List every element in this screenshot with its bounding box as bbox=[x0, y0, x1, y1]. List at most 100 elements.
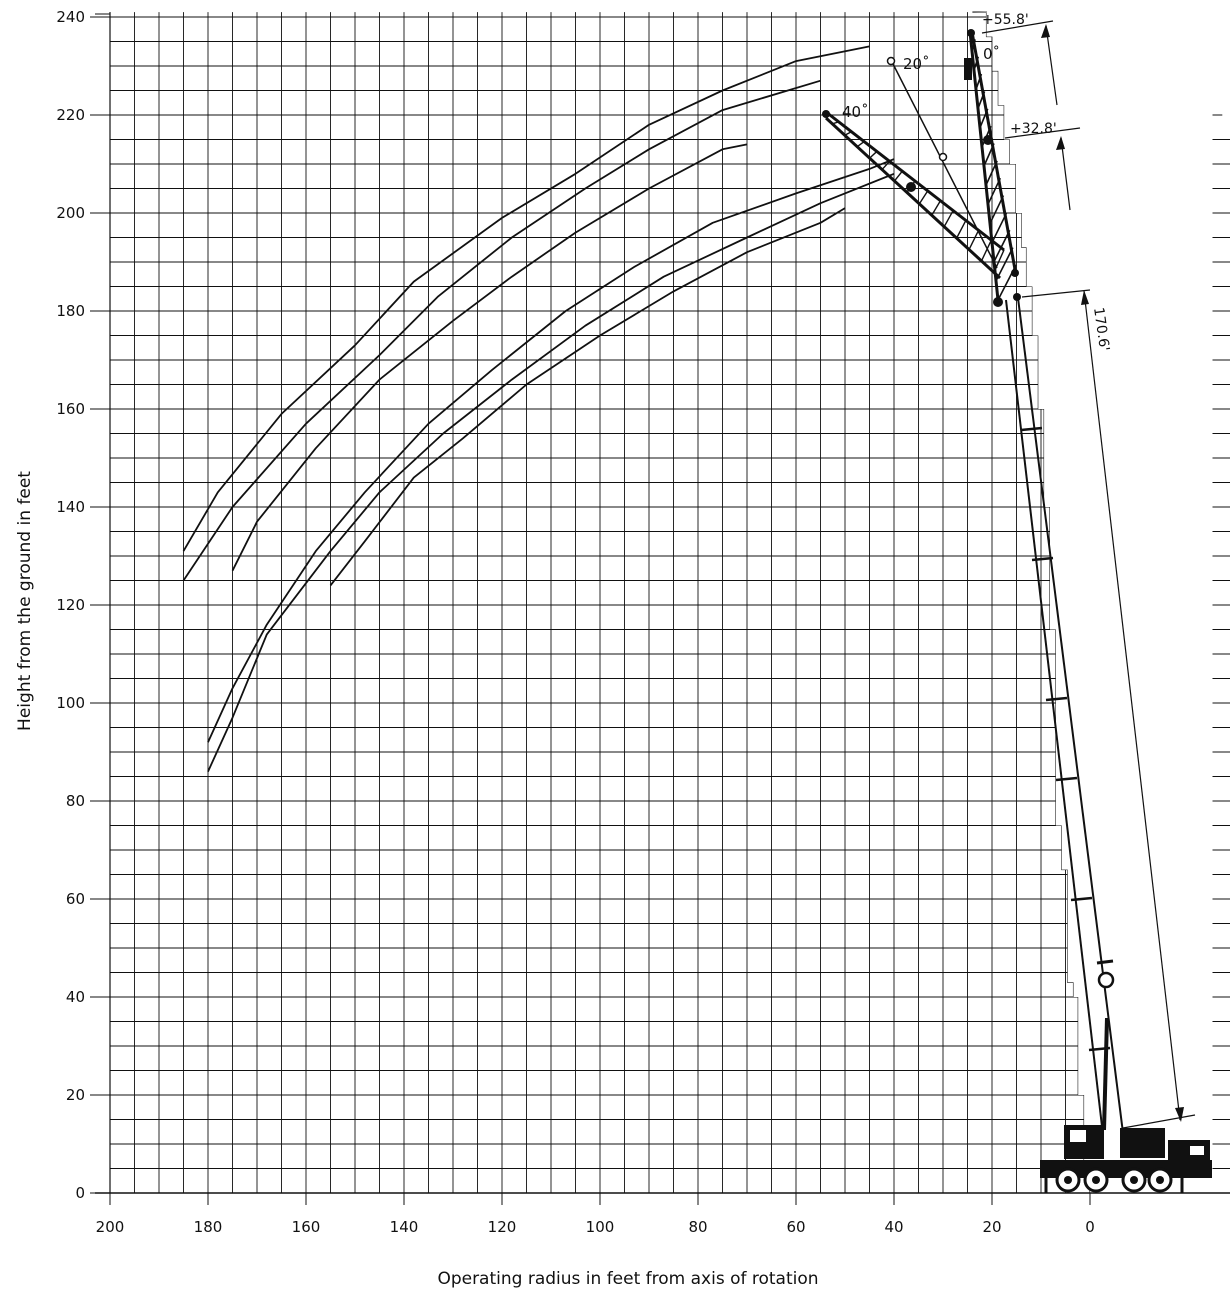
y-tick-label: 200 bbox=[56, 204, 85, 222]
jib-0-hook bbox=[964, 58, 972, 80]
y-tick-label: 40 bbox=[66, 988, 85, 1006]
jib-0-lacing bbox=[977, 91, 986, 109]
x-tick-label: 160 bbox=[292, 1218, 321, 1236]
jib-0-lacing bbox=[989, 195, 1005, 224]
jib-0-lacing bbox=[979, 108, 989, 129]
dim-arrow-170 bbox=[1083, 290, 1181, 1121]
x-tick-label: 100 bbox=[586, 1218, 615, 1236]
jib-40-lacing bbox=[956, 220, 967, 239]
y-tick-label: 120 bbox=[56, 596, 85, 614]
boom-section-joint bbox=[1045, 696, 1068, 702]
boom-section-joint bbox=[1055, 776, 1078, 782]
arrowhead bbox=[1081, 290, 1089, 305]
x-tick-label: 80 bbox=[688, 1218, 707, 1236]
jib-40-chord bbox=[824, 116, 1002, 280]
superstructure bbox=[1120, 1128, 1165, 1158]
dimension-label: 170.6' bbox=[1090, 306, 1112, 352]
series-layer bbox=[182, 45, 895, 772]
range-curve-4 bbox=[207, 158, 895, 743]
jib-40-tip bbox=[822, 110, 830, 118]
boom-section-joint bbox=[1031, 556, 1054, 562]
y-axis-title: Height from the ground in feet bbox=[15, 471, 35, 731]
labels: Operating radius in feet from axis of ro… bbox=[15, 12, 1112, 1289]
x-tick-label: 40 bbox=[884, 1218, 903, 1236]
arrowhead bbox=[1041, 24, 1050, 38]
jib-0-lacing bbox=[993, 229, 1011, 263]
main-boom-chord bbox=[1005, 299, 1104, 1136]
boom-section-joint bbox=[1020, 426, 1043, 432]
boom-head-pin bbox=[1011, 269, 1019, 277]
jib-0-lacing bbox=[991, 212, 1008, 243]
y-tick-label: 140 bbox=[56, 498, 85, 516]
y-tick-label: 100 bbox=[56, 694, 85, 712]
jib-0-chord bbox=[970, 31, 1018, 276]
jib-angle-label: 20˚ bbox=[903, 55, 930, 73]
jib-0-lacing bbox=[971, 39, 976, 52]
grid bbox=[95, 7, 1230, 1194]
y-tick-label: 220 bbox=[56, 106, 85, 124]
y-tick-label: 60 bbox=[66, 890, 85, 908]
jib-40-lacing bbox=[881, 160, 891, 171]
y-tick-label: 160 bbox=[56, 400, 85, 418]
dimension-label: +55.8' bbox=[982, 12, 1029, 28]
x-tick-label: 60 bbox=[786, 1218, 805, 1236]
dim-tick-32 bbox=[1004, 127, 1081, 139]
x-tick-label: 200 bbox=[96, 1218, 125, 1236]
jib-0-lacing bbox=[983, 143, 995, 167]
x-tick-label: 120 bbox=[488, 1218, 517, 1236]
envelope-mask bbox=[972, 7, 1213, 1194]
range-curve-3 bbox=[231, 143, 748, 572]
range-curve-2 bbox=[182, 79, 821, 581]
y-tick-label: 20 bbox=[66, 1086, 85, 1104]
dim-tick-170-top bbox=[1021, 289, 1091, 298]
arrowhead bbox=[1056, 136, 1065, 150]
jib-40-lacing bbox=[869, 150, 878, 159]
jib-angle-label: 0˚ bbox=[983, 45, 1000, 63]
jib-0-lacing bbox=[973, 56, 980, 71]
jib-40-lacing bbox=[918, 190, 929, 205]
jib-0-lacing bbox=[985, 160, 998, 186]
dim-arrow-55 bbox=[1045, 25, 1058, 106]
hook-block bbox=[1097, 971, 1115, 989]
wheel-hub bbox=[1130, 1176, 1138, 1184]
cab-window bbox=[1070, 1130, 1086, 1142]
jib-40-lacing bbox=[844, 131, 852, 136]
jib-0-tip bbox=[967, 29, 975, 37]
y-tick-label: 180 bbox=[56, 302, 85, 320]
jib-40-lacing bbox=[968, 229, 980, 250]
dim-tick-170-bottom bbox=[1122, 1114, 1196, 1129]
boom-head-pin bbox=[993, 297, 1003, 307]
dim-arrow-32 bbox=[1060, 137, 1071, 211]
x-axis-title: Operating radius in feet from axis of ro… bbox=[437, 1269, 818, 1289]
x-tick-label: 140 bbox=[390, 1218, 419, 1236]
jib-40-lacing bbox=[993, 249, 1005, 273]
jib-40-lacing bbox=[893, 170, 903, 182]
dimension-label: +32.8' bbox=[1010, 121, 1057, 137]
luffing-cylinder bbox=[1102, 1017, 1109, 1131]
jib-0-lacing bbox=[975, 73, 983, 90]
range-curve-6 bbox=[329, 207, 846, 586]
x-tick-label: 20 bbox=[982, 1218, 1001, 1236]
y-tick-label: 0 bbox=[75, 1184, 85, 1202]
jib-40-lacing bbox=[943, 210, 954, 228]
jib-40-lacing bbox=[931, 200, 942, 216]
jib-0-lacing bbox=[987, 177, 1002, 205]
jib-20-line bbox=[890, 59, 998, 269]
jib-40-lacing bbox=[832, 121, 839, 125]
range-curve-1 bbox=[182, 45, 870, 552]
wheel-hub bbox=[1156, 1176, 1164, 1184]
jib-40-lacing bbox=[856, 141, 865, 148]
crane-illustration bbox=[822, 20, 1212, 1193]
driver-cab-window bbox=[1190, 1146, 1204, 1155]
y-tick-label: 240 bbox=[56, 8, 85, 26]
jib-0-joint bbox=[983, 135, 993, 145]
x-tick-label: 180 bbox=[194, 1218, 223, 1236]
jib-20-tip bbox=[886, 56, 896, 66]
boom-head-pin bbox=[1013, 293, 1021, 301]
jib-20-joint bbox=[938, 152, 948, 162]
range-curve-5 bbox=[207, 172, 895, 772]
main-boom-chord bbox=[1017, 297, 1124, 1134]
jib-40-joint bbox=[906, 182, 916, 192]
